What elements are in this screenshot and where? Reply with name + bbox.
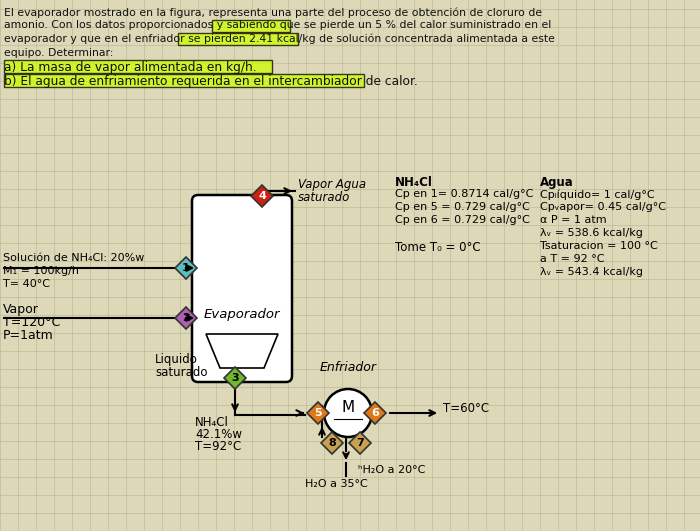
FancyBboxPatch shape (178, 33, 298, 45)
Text: Tome T₀ = 0°C: Tome T₀ = 0°C (395, 241, 481, 254)
Text: 5: 5 (314, 408, 322, 418)
Text: λᵥ = 538.6 kcal/kg: λᵥ = 538.6 kcal/kg (540, 228, 643, 238)
Text: a) La masa de vapor alimentada en kg/h.: a) La masa de vapor alimentada en kg/h. (4, 61, 257, 74)
Text: T=60°C: T=60°C (443, 401, 489, 415)
Text: H₂O a 35°C: H₂O a 35°C (305, 479, 368, 489)
Text: M: M (342, 400, 355, 415)
Text: Cp en 1= 0.8714 cal/g°C: Cp en 1= 0.8714 cal/g°C (395, 189, 533, 199)
Polygon shape (307, 402, 329, 424)
Text: 1: 1 (182, 263, 190, 273)
Text: Cpᵥapor= 0.45 cal/g°C: Cpᵥapor= 0.45 cal/g°C (540, 202, 666, 212)
Text: Agua: Agua (540, 176, 574, 189)
Text: Vapor: Vapor (3, 303, 39, 316)
Text: evaporador y que en el enfriador se pierden 2.41 kcal/kg de solución concentrada: evaporador y que en el enfriador se pier… (4, 34, 555, 45)
Polygon shape (349, 432, 371, 454)
Text: a T = 92 °C: a T = 92 °C (540, 254, 605, 264)
Polygon shape (206, 334, 278, 368)
FancyBboxPatch shape (212, 20, 290, 31)
Text: Cpₗíquido= 1 cal/g°C: Cpₗíquido= 1 cal/g°C (540, 189, 655, 200)
Text: El evaporador mostrado en la figura, representa una parte del proceso de obtenci: El evaporador mostrado en la figura, rep… (4, 7, 542, 18)
Text: 6: 6 (371, 408, 379, 418)
Text: b) El agua de enfriamiento requerida en el intercambiador de calor.: b) El agua de enfriamiento requerida en … (4, 74, 418, 88)
Text: Enfriador: Enfriador (319, 361, 377, 374)
Text: saturado: saturado (298, 191, 351, 204)
Text: NH₄Cl: NH₄Cl (395, 176, 433, 189)
Text: α P = 1 atm: α P = 1 atm (540, 215, 607, 225)
Text: T= 40°C: T= 40°C (3, 279, 50, 289)
FancyBboxPatch shape (4, 60, 272, 73)
Text: NH₄Cl: NH₄Cl (195, 416, 229, 429)
Text: P=1atm: P=1atm (3, 329, 54, 342)
Polygon shape (175, 307, 197, 329)
Text: M₁ = 100kg/h: M₁ = 100kg/h (3, 266, 79, 276)
Text: ʰH₂O a 20°C: ʰH₂O a 20°C (358, 465, 426, 475)
FancyBboxPatch shape (4, 73, 364, 87)
Text: λᵥ = 543.4 kcal/kg: λᵥ = 543.4 kcal/kg (540, 267, 643, 277)
Text: equipo. Determinar:: equipo. Determinar: (4, 47, 113, 57)
Text: 3: 3 (231, 373, 239, 383)
Polygon shape (251, 185, 273, 207)
Text: 7: 7 (356, 438, 364, 448)
Text: 4: 4 (258, 191, 266, 201)
Text: T=92°C: T=92°C (195, 440, 241, 453)
FancyBboxPatch shape (192, 195, 292, 382)
Text: amonio. Con los datos proporcionados y sabiendo que se pierde un 5 % del calor s: amonio. Con los datos proporcionados y s… (4, 21, 552, 30)
Text: 8: 8 (328, 438, 336, 448)
Text: Cp en 6 = 0.729 cal/g°C: Cp en 6 = 0.729 cal/g°C (395, 215, 530, 225)
Text: saturado: saturado (155, 366, 207, 379)
Text: Evaporador: Evaporador (204, 309, 280, 321)
Text: T=120°C: T=120°C (3, 316, 60, 329)
Text: 42.1%w: 42.1%w (195, 428, 242, 441)
Text: Solución de NH₄Cl: 20%w: Solución de NH₄Cl: 20%w (3, 253, 144, 263)
Polygon shape (175, 257, 197, 279)
Polygon shape (364, 402, 386, 424)
Text: Cp en 5 = 0.729 cal/g°C: Cp en 5 = 0.729 cal/g°C (395, 202, 530, 212)
Circle shape (324, 389, 372, 437)
Text: Tsaturacion = 100 °C: Tsaturacion = 100 °C (540, 241, 658, 251)
Text: 2: 2 (182, 313, 190, 323)
Polygon shape (224, 367, 246, 389)
Text: Liquido: Liquido (155, 353, 198, 366)
Polygon shape (321, 432, 343, 454)
Text: Vapor Agua: Vapor Agua (298, 178, 366, 191)
